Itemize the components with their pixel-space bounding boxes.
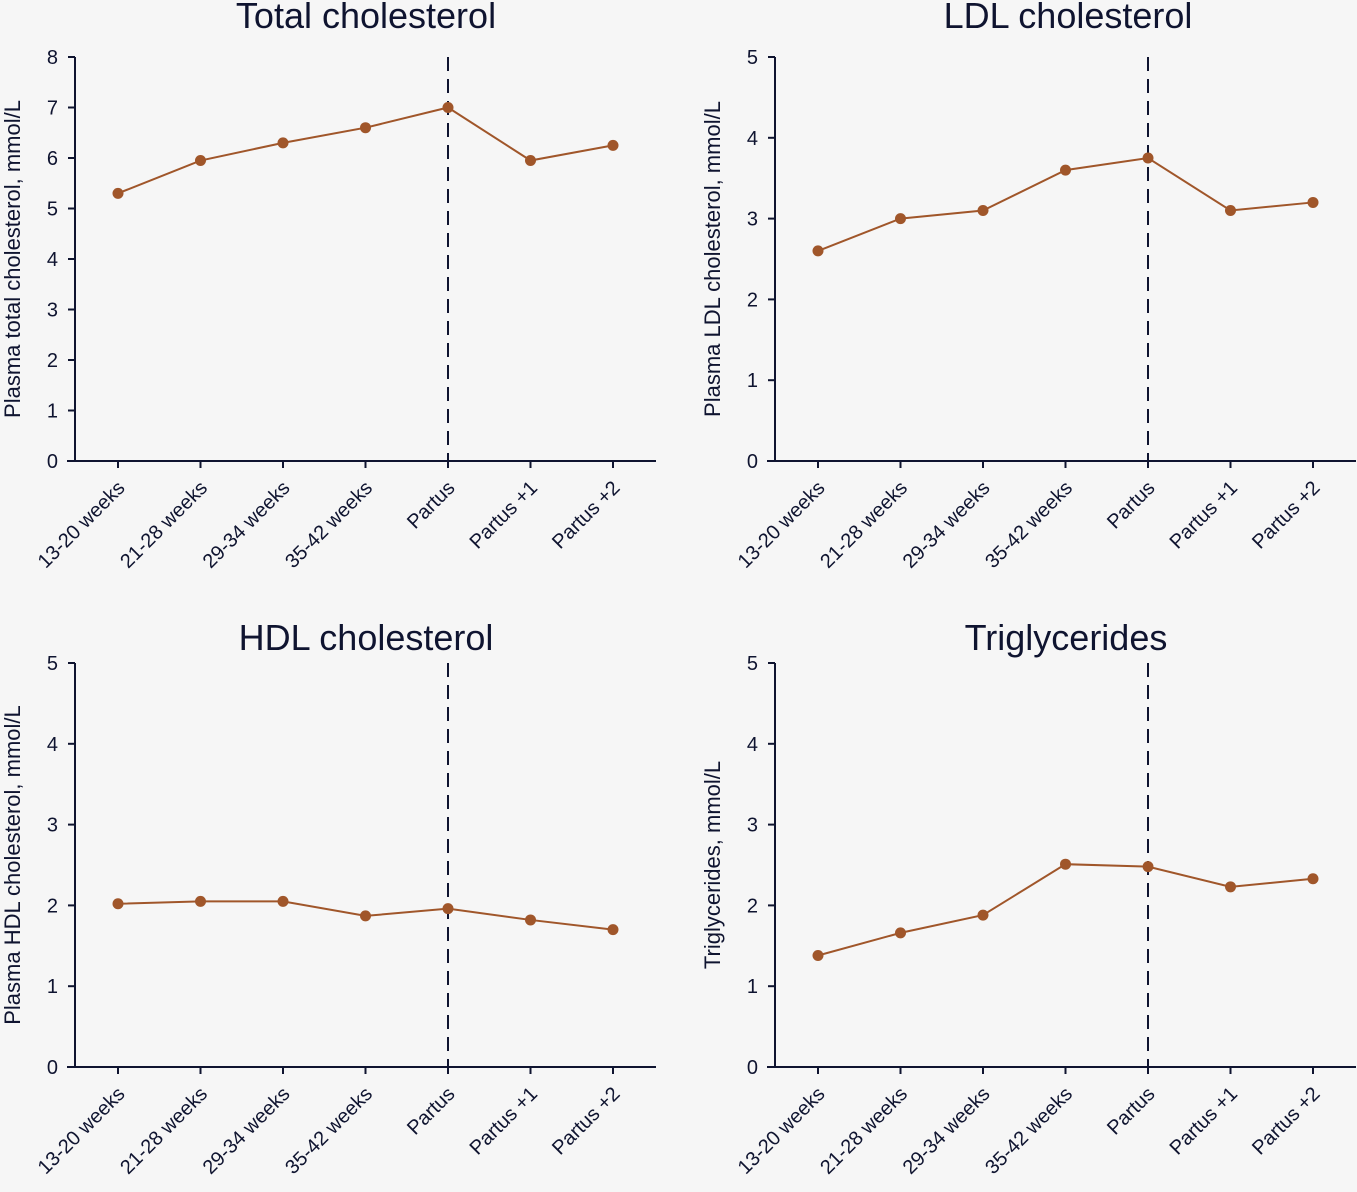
y-tick-label: 5	[747, 653, 758, 675]
x-tick-label: Partus +1	[1166, 1083, 1242, 1159]
y-tick-label: 4	[47, 734, 58, 756]
data-point	[277, 895, 289, 907]
series-line	[817, 863, 1314, 957]
x-tick-label: Partus	[1103, 1083, 1159, 1139]
data-point	[442, 102, 454, 113]
y-tick-label: 3	[747, 815, 758, 837]
data-point	[1142, 152, 1154, 164]
x-tick-label: 29-34 weeks	[199, 477, 295, 573]
x-tick-label: Partus +1	[466, 1083, 542, 1159]
x-tick-label: 13-20 weeks	[734, 1083, 830, 1179]
x-tick-label: 29-34 weeks	[899, 477, 995, 573]
x-tick-label: 29-34 weeks	[899, 1083, 995, 1179]
y-axis-label: Triglycerides, mmol/L	[700, 761, 725, 969]
y-tick-label: 0	[47, 451, 58, 473]
y-tick-label: 0	[747, 1057, 758, 1079]
y-tick-label: 1	[747, 370, 758, 392]
data-point	[1307, 873, 1319, 885]
x-tick-label: 13-20 weeks	[34, 477, 130, 573]
x-tick-label: Partus +1	[466, 477, 542, 553]
data-point	[895, 213, 906, 225]
chart-title: Total cholesterol	[236, 0, 496, 36]
x-tick-label: 35-42 weeks	[281, 1083, 377, 1179]
data-point	[360, 122, 371, 134]
chart-panel: Triglycerides Triglycerides, mmol/L 0 1 2 3 4 5…	[700, 617, 1356, 1179]
x-tick-label: 21-28 weeks	[816, 477, 912, 573]
x-tick-label: Partus	[403, 477, 459, 533]
x-tick-label: 29-34 weeks	[199, 1083, 295, 1179]
y-tick-label: 5	[47, 199, 58, 221]
x-tick-label: 21-28 weeks	[116, 477, 212, 573]
y-tick-label: 2	[747, 289, 758, 311]
data-point	[525, 155, 536, 167]
y-tick-label: 5	[747, 47, 758, 69]
chart-title: HDL cholesterol	[239, 617, 494, 658]
data-point	[812, 949, 824, 961]
x-tick-label: 35-42 weeks	[981, 477, 1077, 573]
y-tick-label: 7	[47, 98, 58, 120]
data-point	[977, 205, 989, 217]
y-tick-label: 3	[47, 300, 58, 322]
series-line	[117, 106, 614, 195]
y-tick-label: 2	[747, 895, 758, 917]
chart-title: LDL cholesterol	[944, 0, 1193, 36]
x-tick-label: Partus +2	[548, 1083, 624, 1159]
chart-title: Triglycerides	[965, 617, 1168, 658]
x-tick-label: 21-28 weeks	[816, 1083, 912, 1179]
data-point	[1060, 164, 1071, 176]
data-point	[112, 898, 124, 910]
data-point	[607, 139, 619, 151]
data-point	[1225, 881, 1236, 893]
y-tick-label: 0	[747, 451, 758, 473]
data-point	[895, 927, 906, 939]
y-tick-label: 4	[47, 249, 58, 271]
data-point	[112, 187, 124, 199]
chart-panel: HDL cholesterol Plasma HDL cholesterol, m…	[0, 617, 656, 1179]
data-point	[1060, 858, 1071, 870]
data-point	[277, 137, 289, 149]
y-tick-label: 4	[747, 128, 758, 150]
data-point	[360, 910, 371, 922]
y-axis-label: Plasma LDL cholesterol, mmol/L	[700, 101, 725, 417]
data-point	[442, 903, 454, 915]
data-point	[525, 914, 536, 926]
x-tick-label: Partus	[403, 1083, 459, 1139]
data-point	[607, 924, 619, 936]
data-point	[977, 909, 989, 921]
y-tick-label: 2	[47, 350, 58, 372]
y-tick-label: 2	[47, 895, 58, 917]
y-axis-label: Plasma HDL cholesterol, mmol/L	[0, 705, 25, 1025]
x-tick-label: Partus +1	[1166, 477, 1242, 553]
data-point	[812, 245, 824, 257]
chart-panel: LDL cholesterol Plasma LDL cholesterol, m…	[700, 0, 1356, 573]
y-tick-label: 3	[747, 209, 758, 231]
y-tick-label: 1	[47, 976, 58, 998]
x-tick-label: 35-42 weeks	[981, 1083, 1077, 1179]
y-tick-label: 1	[47, 401, 58, 423]
x-tick-label: Partus +2	[548, 477, 624, 553]
data-point	[1307, 196, 1319, 208]
data-point	[1225, 205, 1236, 217]
y-tick-label: 5	[47, 653, 58, 675]
x-tick-label: 35-42 weeks	[281, 477, 377, 573]
x-tick-label: 13-20 weeks	[34, 1083, 130, 1179]
x-tick-label: Partus	[1103, 477, 1159, 533]
y-tick-label: 4	[747, 734, 758, 756]
y-tick-label: 0	[47, 1057, 58, 1079]
data-point	[195, 895, 206, 907]
data-point	[195, 155, 206, 167]
chart-panel: Total cholesterol Plasma total cholestero…	[0, 0, 656, 573]
x-tick-label: 13-20 weeks	[734, 477, 830, 573]
x-tick-label: 21-28 weeks	[116, 1083, 212, 1179]
y-tick-label: 3	[47, 815, 58, 837]
y-tick-label: 8	[47, 47, 58, 69]
y-tick-label: 1	[747, 976, 758, 998]
x-tick-label: Partus +2	[1248, 1083, 1324, 1159]
y-axis-label: Plasma total cholesterol, mmol/L	[0, 100, 25, 418]
x-tick-label: Partus +2	[1248, 477, 1324, 553]
y-tick-label: 6	[47, 148, 58, 170]
data-point	[1142, 861, 1154, 873]
